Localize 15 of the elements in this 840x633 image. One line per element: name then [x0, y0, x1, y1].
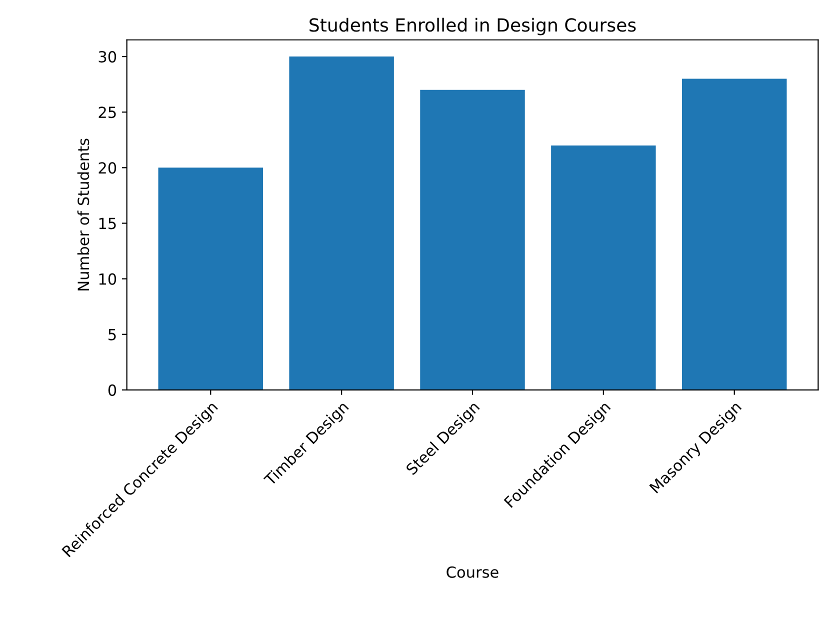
bar — [682, 78, 787, 390]
chart-title: Students Enrolled in Design Courses — [310, 18, 636, 36]
x-axis-title: Course — [446, 566, 498, 578]
y-tick-label: 0 — [108, 384, 116, 396]
bar — [551, 145, 656, 390]
y-tick-label: 30 — [98, 51, 116, 63]
y-tick-label: 10 — [99, 273, 116, 285]
y-tick-label: 25 — [98, 106, 116, 118]
bar — [158, 168, 264, 390]
y-tick-label: 15 — [99, 218, 116, 230]
bar — [420, 90, 525, 390]
bar — [289, 56, 394, 390]
y-tick-label: 5 — [108, 329, 116, 340]
y-axis-title: Number of Students — [77, 138, 90, 290]
y-tick-label: 20 — [98, 162, 116, 174]
